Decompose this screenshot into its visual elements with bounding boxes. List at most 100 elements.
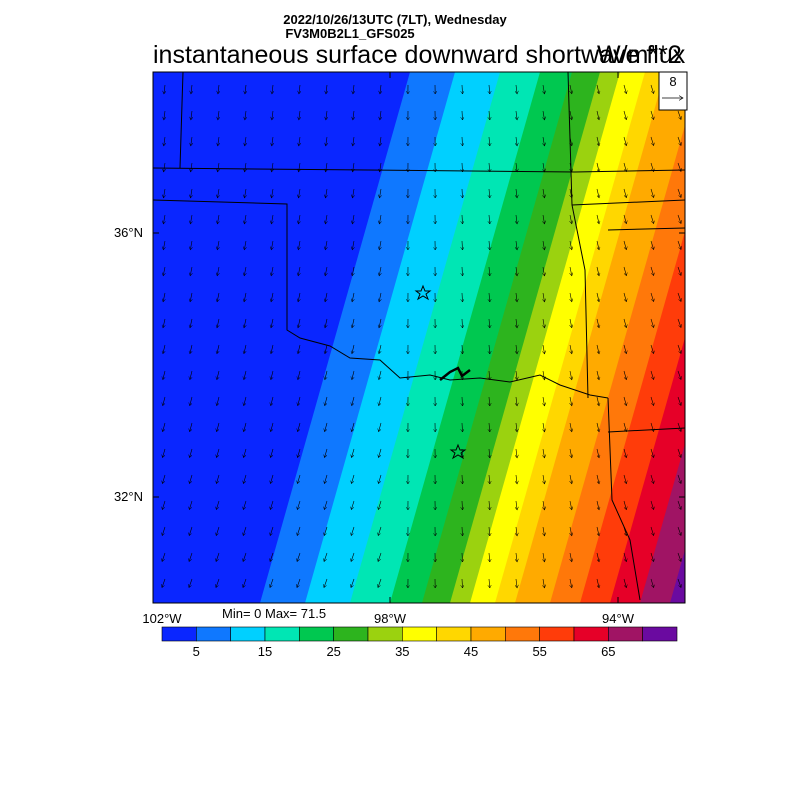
wind-vector: [489, 500, 490, 510]
wind-vector: [543, 214, 545, 224]
lon-label-94w: 94°W: [602, 611, 635, 626]
wind-vector: [543, 266, 545, 276]
wind-vector: [162, 552, 166, 562]
wind-vector: [677, 240, 681, 250]
wind-vector: [650, 552, 654, 562]
colorbar-swatch: [230, 626, 266, 642]
wind-vector: [352, 370, 355, 380]
wind-vector: [244, 266, 246, 276]
wind-vector: [677, 396, 681, 406]
wind-vector: [271, 370, 274, 380]
wind-vector: [163, 266, 165, 276]
wind-vector: [190, 344, 192, 354]
wind-vector: [216, 552, 220, 562]
wind-vector: [597, 370, 599, 380]
wind-vector: [543, 318, 545, 328]
wind-vector: [650, 344, 654, 354]
vector-ref-value: 8: [669, 74, 676, 89]
wind-vector: [597, 214, 599, 224]
wind-vector: [216, 578, 220, 588]
wind-vector: [164, 110, 165, 120]
wind-vector: [352, 448, 355, 458]
wind-vector: [216, 500, 220, 510]
wind-vector: [516, 240, 517, 250]
wind-vector: [543, 136, 545, 146]
wind-vector: [164, 188, 166, 198]
wind-vector: [325, 396, 328, 406]
wind-vector: [217, 266, 219, 276]
colorbar-tick-label: 35: [395, 644, 409, 659]
wind-vector: [623, 162, 626, 172]
wind-vector: [677, 526, 681, 536]
wind-vector: [272, 162, 273, 172]
wind-vector: [378, 526, 382, 536]
wind-vector: [272, 188, 274, 198]
wind-vector: [489, 578, 490, 588]
wind-vector: [163, 240, 165, 250]
model-name-header: FV3M0B2L1_GFS025: [285, 26, 415, 41]
wind-vector: [378, 578, 382, 588]
wind-vector: [597, 344, 599, 354]
wind-vector: [270, 552, 274, 562]
wind-vector: [245, 110, 246, 120]
wind-vector: [597, 526, 599, 536]
wind-vector: [189, 474, 193, 484]
wind-vector: [543, 474, 545, 484]
wind-vector: [570, 240, 572, 250]
wind-vector: [191, 84, 192, 94]
wind-vector: [217, 240, 219, 250]
wind-vector: [570, 110, 572, 120]
wind-vector: [597, 292, 599, 302]
wind-vector: [570, 500, 572, 510]
wind-vector: [271, 344, 273, 354]
wind-vector: [163, 448, 166, 458]
wind-vector: [516, 162, 517, 172]
wind-vector: [543, 578, 545, 588]
wind-vector: [271, 240, 273, 250]
colorbar: [161, 626, 678, 642]
wind-vector: [352, 292, 354, 302]
colorbar-tick-label: 5: [193, 644, 200, 659]
wind-vector: [650, 370, 654, 380]
wind-vector: [217, 344, 219, 354]
wind-vector: [351, 526, 355, 536]
wind-vector: [570, 266, 572, 276]
wind-vector: [325, 318, 327, 328]
star-marker-2: [449, 443, 467, 460]
colorbar-swatch: [436, 626, 472, 642]
wind-vector: [677, 266, 681, 276]
wind-vector: [352, 396, 355, 406]
wind-vector: [325, 448, 328, 458]
wind-vector: [298, 448, 301, 458]
wind-vector: [244, 422, 247, 432]
colorbar-tick-label: 65: [601, 644, 615, 659]
wind-vector: [380, 136, 381, 146]
wind-vector: [570, 292, 572, 302]
wind-vector: [489, 474, 490, 484]
wind-vector: [271, 318, 273, 328]
wind-vector: [163, 396, 166, 406]
wind-vector: [543, 110, 545, 120]
wind-vector: [623, 84, 626, 94]
wind-vector: [677, 110, 681, 120]
colorbar-swatch: [367, 626, 403, 642]
wind-vector: [190, 422, 193, 432]
wind-vector: [353, 162, 354, 172]
wind-vector: [516, 370, 517, 380]
wind-vector: [489, 552, 490, 562]
wind-vector: [489, 214, 490, 224]
wind-vector: [677, 370, 681, 380]
wind-vector: [597, 474, 599, 484]
wind-vector: [650, 110, 654, 120]
wind-vector: [597, 396, 599, 406]
wind-vector: [352, 214, 354, 224]
border-line-1: [153, 167, 685, 173]
wind-vector: [462, 422, 463, 432]
wind-vector: [650, 240, 654, 250]
wind-vector: [326, 188, 328, 198]
wind-vector: [516, 266, 517, 276]
wind-vector: [190, 240, 192, 250]
wind-vector: [272, 84, 273, 94]
wind-vector: [162, 526, 166, 536]
border-line-2: [179, 72, 184, 169]
